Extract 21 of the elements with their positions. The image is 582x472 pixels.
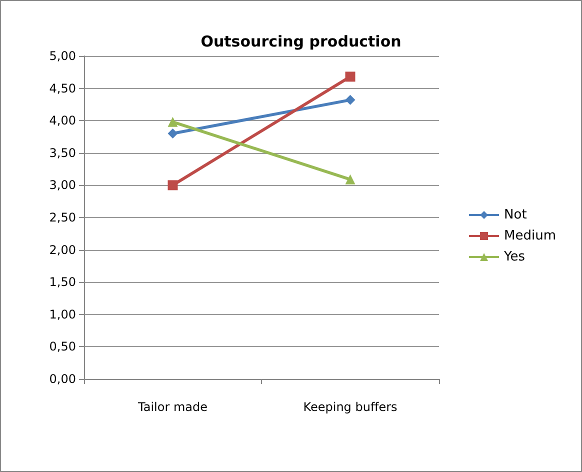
y-tick-label: 1,00 <box>49 307 76 322</box>
x-tick-label: Tailor made <box>137 400 208 414</box>
y-tick-label: 0,00 <box>49 372 76 386</box>
y-tick-label: 2,00 <box>49 242 76 257</box>
y-tick-label: 5,00 <box>49 49 76 63</box>
legend-label: Not <box>504 208 527 222</box>
y-tick-label: 1,50 <box>49 275 76 290</box>
y-tick-label: 3,50 <box>49 146 76 160</box>
y-tick-label: 4,00 <box>49 114 76 128</box>
y-tick-label: 2,50 <box>49 210 76 224</box>
legend-label: Yes <box>503 250 526 264</box>
point <box>168 128 178 139</box>
y-tick-label: 3,00 <box>49 178 76 192</box>
point <box>345 72 356 82</box>
chart-title: Outsourcing production <box>200 32 402 50</box>
point <box>345 94 356 105</box>
point <box>168 180 178 190</box>
legend-label: Medium <box>504 228 556 244</box>
y-tick-label: 4,50 <box>49 81 76 96</box>
x-tick-label: Keeping buffers <box>303 400 398 414</box>
y-tick-label: 0,50 <box>49 340 76 354</box>
